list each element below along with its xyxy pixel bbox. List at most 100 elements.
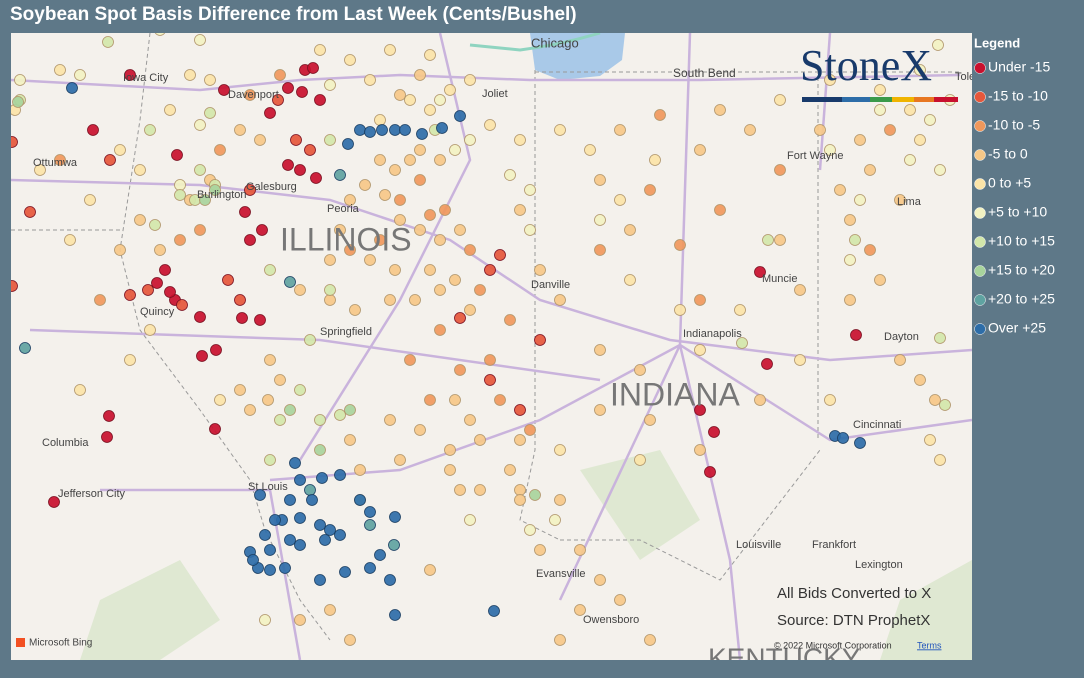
bid-marker bbox=[289, 457, 301, 469]
bid-marker bbox=[342, 138, 354, 150]
bid-marker bbox=[284, 534, 296, 546]
bid-marker bbox=[151, 277, 163, 289]
bid-marker bbox=[614, 124, 626, 136]
bid-marker bbox=[874, 274, 886, 286]
bid-marker bbox=[624, 224, 636, 236]
bid-marker bbox=[454, 312, 466, 324]
bid-marker bbox=[264, 264, 276, 276]
bid-marker bbox=[296, 86, 308, 98]
bid-marker bbox=[94, 294, 106, 306]
bid-marker bbox=[294, 384, 306, 396]
bid-marker bbox=[529, 489, 541, 501]
bid-marker bbox=[389, 609, 401, 621]
bid-marker bbox=[324, 134, 336, 146]
bid-marker bbox=[124, 354, 136, 366]
bid-marker bbox=[494, 249, 506, 261]
bid-marker bbox=[64, 234, 76, 246]
bid-marker bbox=[294, 539, 306, 551]
bid-marker bbox=[19, 342, 31, 354]
bid-marker bbox=[314, 44, 326, 56]
bid-marker bbox=[269, 514, 281, 526]
bid-marker bbox=[48, 496, 60, 508]
bid-marker bbox=[649, 154, 661, 166]
bid-marker bbox=[194, 119, 206, 131]
place-label: Chicago bbox=[531, 35, 579, 50]
bid-marker bbox=[454, 224, 466, 236]
legend-swatch bbox=[974, 91, 986, 103]
bid-marker bbox=[214, 144, 226, 156]
bid-marker bbox=[434, 94, 446, 106]
bid-marker bbox=[154, 244, 166, 256]
legend-swatch bbox=[974, 236, 986, 248]
bid-marker bbox=[449, 274, 461, 286]
bid-marker bbox=[194, 34, 206, 46]
bid-marker bbox=[414, 69, 426, 81]
bid-marker bbox=[424, 564, 436, 576]
bid-marker bbox=[694, 294, 706, 306]
bid-marker bbox=[584, 144, 596, 156]
bid-marker bbox=[554, 634, 566, 646]
bid-marker bbox=[84, 194, 96, 206]
legend-swatch bbox=[974, 207, 986, 219]
bid-marker bbox=[394, 454, 406, 466]
bid-marker bbox=[794, 354, 806, 366]
bid-marker bbox=[614, 594, 626, 606]
bid-marker bbox=[504, 169, 516, 181]
bid-marker bbox=[416, 128, 428, 140]
bid-marker bbox=[854, 437, 866, 449]
bid-marker bbox=[594, 344, 606, 356]
legend-label: +10 to +15 bbox=[988, 233, 1055, 249]
bid-marker bbox=[474, 484, 486, 496]
bid-marker bbox=[834, 184, 846, 196]
bid-marker bbox=[424, 49, 436, 61]
bid-marker bbox=[344, 194, 356, 206]
bid-marker bbox=[594, 214, 606, 226]
legend-label: Over +25 bbox=[988, 320, 1046, 336]
bid-marker bbox=[244, 89, 256, 101]
bid-marker bbox=[87, 124, 99, 136]
bid-marker bbox=[624, 274, 636, 286]
bid-marker bbox=[259, 529, 271, 541]
bid-marker bbox=[256, 224, 268, 236]
bid-marker bbox=[934, 332, 946, 344]
bid-marker bbox=[222, 274, 234, 286]
bid-marker bbox=[254, 489, 266, 501]
bid-marker bbox=[264, 107, 276, 119]
bid-marker bbox=[414, 174, 426, 186]
bid-marker bbox=[389, 511, 401, 523]
terms-link[interactable]: Terms bbox=[917, 640, 942, 650]
bid-marker bbox=[934, 454, 946, 466]
bid-marker bbox=[210, 344, 222, 356]
bid-marker bbox=[239, 206, 251, 218]
note: Source: DTN ProphetX bbox=[777, 612, 930, 629]
bid-marker bbox=[894, 354, 906, 366]
place-label: Burlington bbox=[197, 189, 247, 201]
bid-marker bbox=[316, 472, 328, 484]
bid-marker bbox=[304, 484, 316, 496]
place-label: ILLINOIS bbox=[280, 221, 412, 257]
bid-marker bbox=[364, 506, 376, 518]
bid-marker bbox=[144, 324, 156, 336]
place-label: Cincinnati bbox=[853, 419, 901, 431]
bid-marker bbox=[144, 124, 156, 136]
bid-marker bbox=[534, 544, 546, 556]
bid-marker bbox=[304, 334, 316, 346]
bid-marker bbox=[844, 254, 856, 266]
bid-marker bbox=[444, 464, 456, 476]
place-label: Louisville bbox=[736, 539, 781, 551]
place-label: Fort Wayne bbox=[787, 150, 843, 162]
bid-marker bbox=[464, 244, 476, 256]
legend: Under -15 -15 to -10 -10 to -5 -5 to 0 0 to … bbox=[974, 59, 1055, 336]
bid-marker bbox=[734, 304, 746, 316]
bid-marker bbox=[549, 514, 561, 526]
bid-marker bbox=[310, 172, 322, 184]
bid-marker bbox=[294, 474, 306, 486]
bid-marker bbox=[334, 469, 346, 481]
bid-marker bbox=[484, 354, 496, 366]
bid-marker bbox=[484, 374, 496, 386]
bid-marker bbox=[154, 33, 166, 36]
bid-marker bbox=[307, 62, 319, 74]
bid-marker bbox=[324, 254, 336, 266]
bid-marker bbox=[514, 494, 526, 506]
